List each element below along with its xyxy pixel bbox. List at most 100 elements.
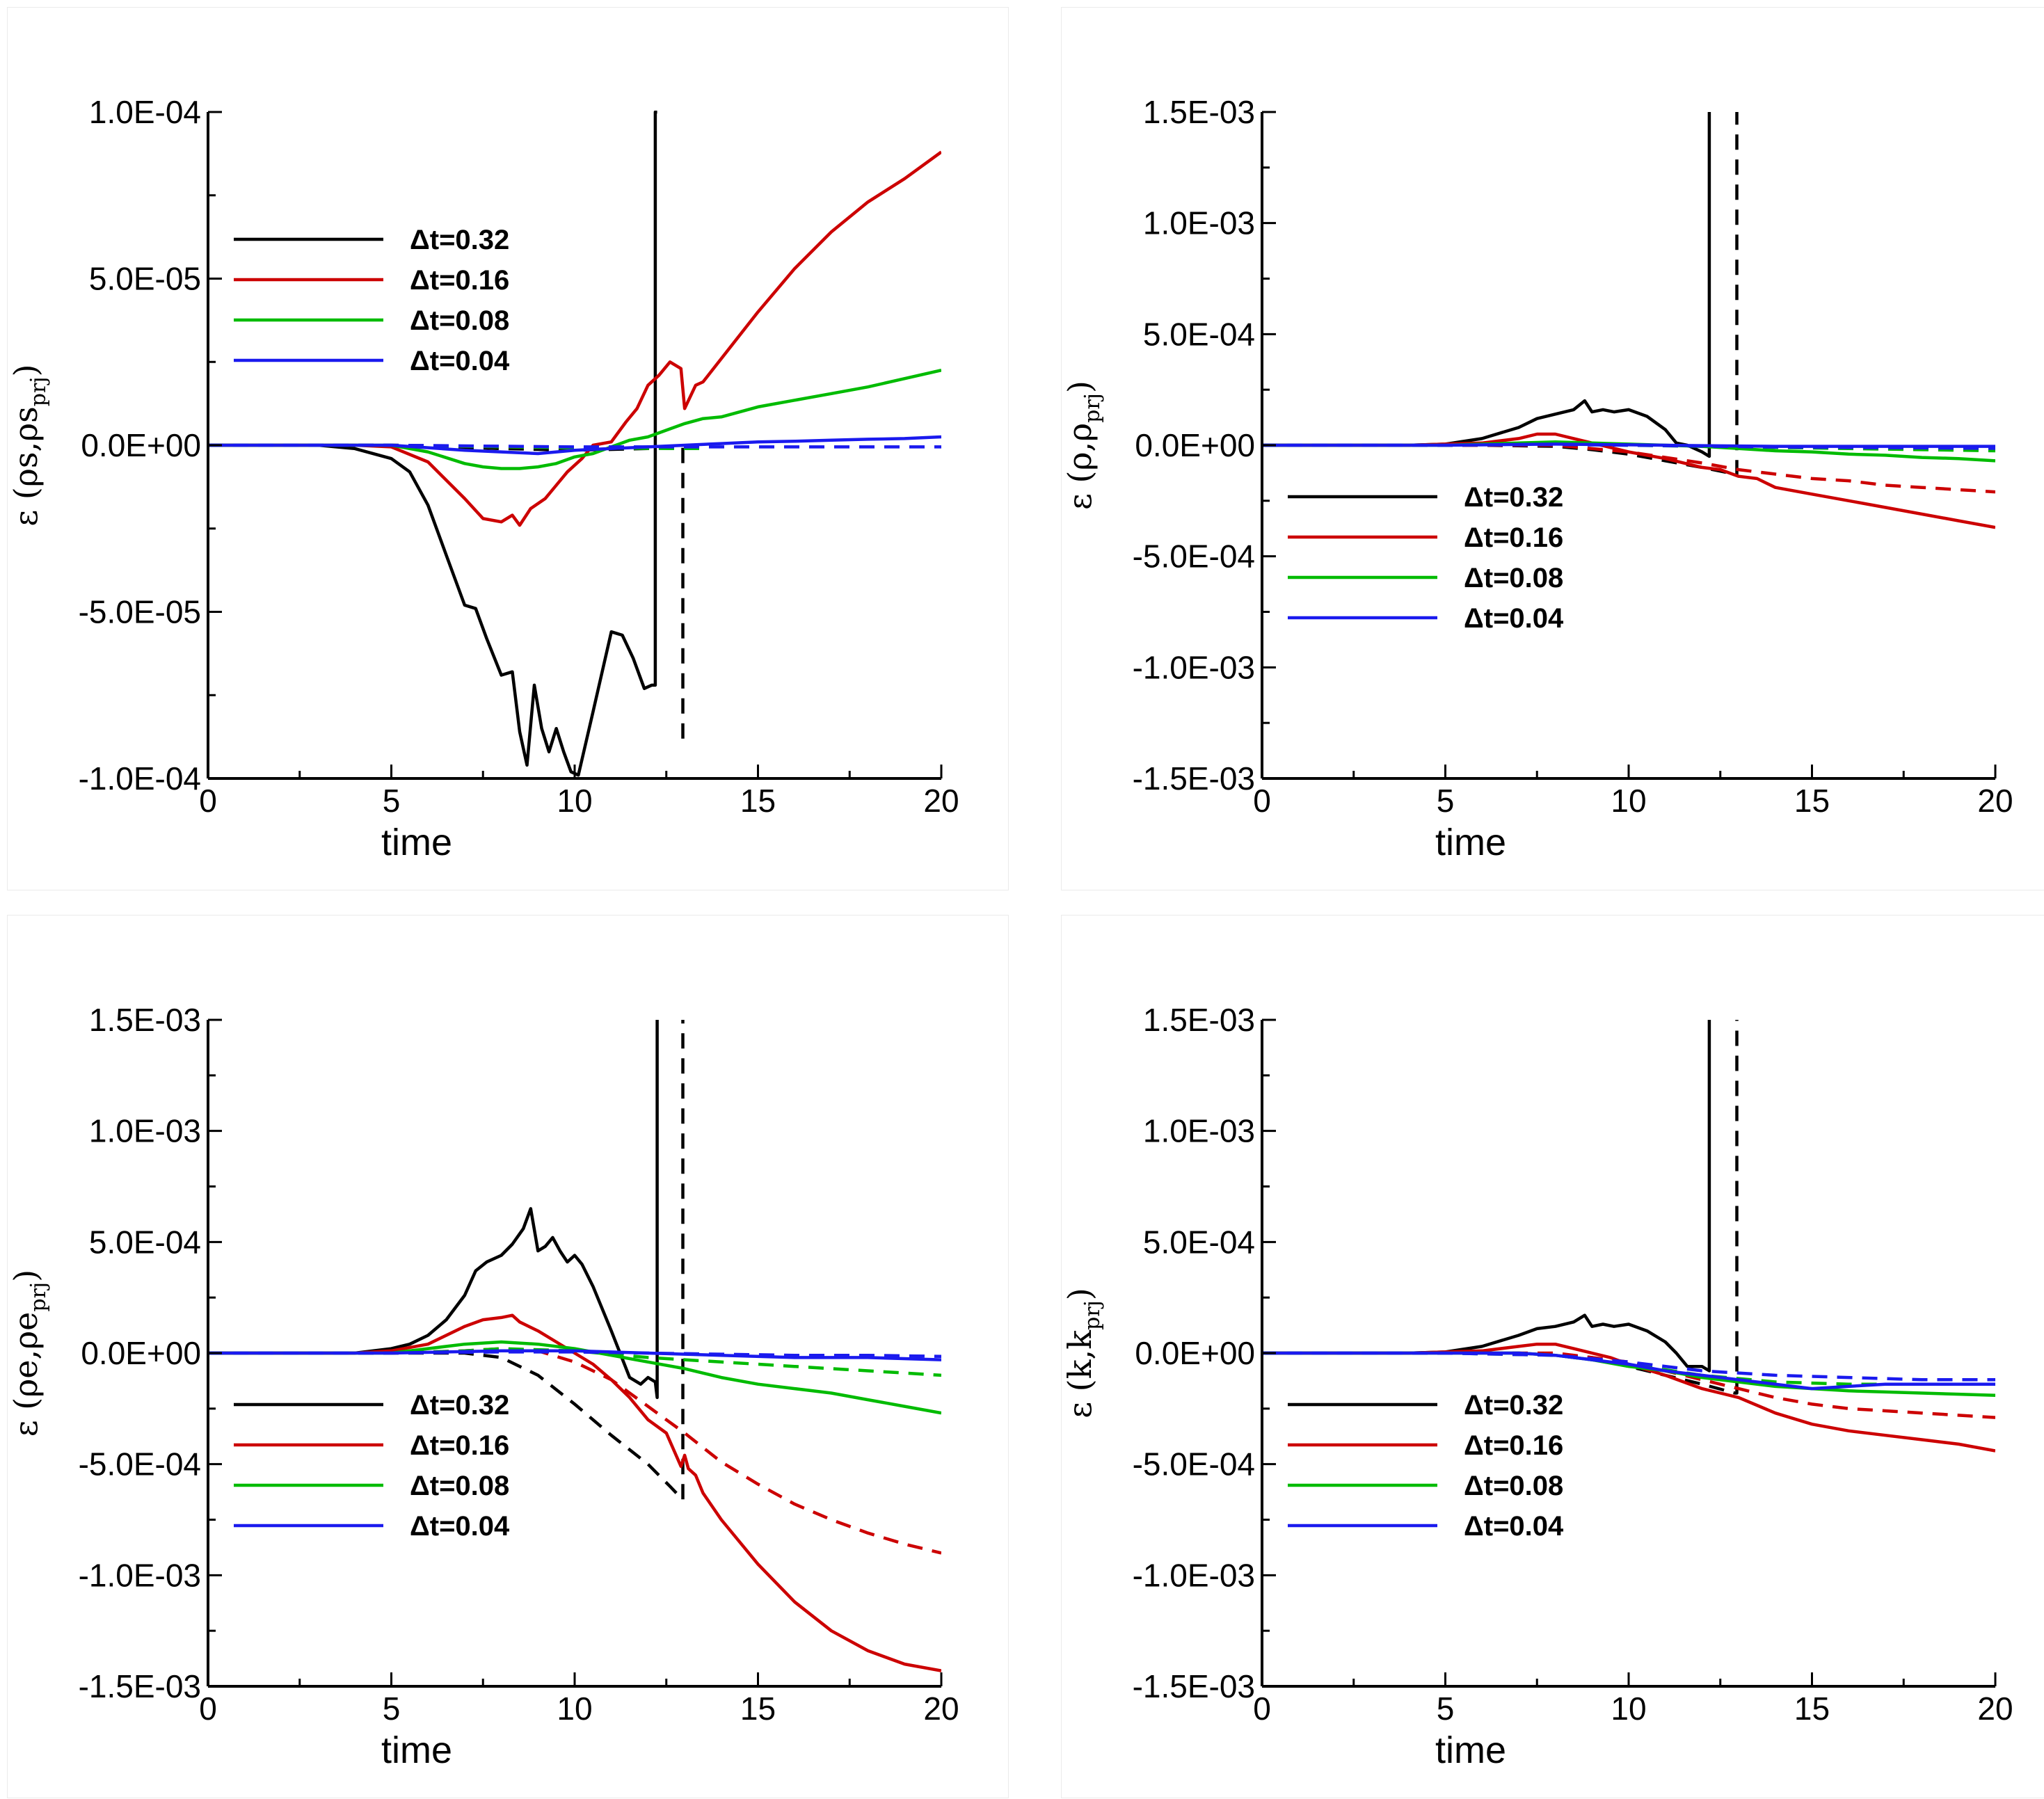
- y-tick-label: -5.0E-04: [79, 1446, 201, 1482]
- y-tick-label: 5.0E-05: [89, 261, 201, 297]
- series-line-3: [208, 1347, 941, 1555]
- series-line-0: [1262, 112, 1711, 458]
- chart-svg-rhos: 0 5 10 15 20 -1.0E-04 -5.0E-05 0.0E+00 5.0E-05 1.…: [7, 94, 959, 863]
- series-line-2: [208, 1313, 941, 1672]
- series-line-7: [208, 1350, 941, 1359]
- series-line-1: [1262, 1020, 1739, 1395]
- x-tick-label: 20: [1977, 783, 2013, 819]
- x-tick-label: 5: [1437, 783, 1455, 819]
- legend: Δt=0.32 Δt=0.16 Δt=0.08 Δt=0.04: [1288, 1390, 1564, 1542]
- y-tick-label: 5.0E-04: [1143, 1224, 1255, 1260]
- y-tick-label: 1.0E-04: [89, 94, 201, 130]
- series-line-3: [1262, 443, 1995, 494]
- legend-label: Δt=0.04: [1464, 1511, 1564, 1542]
- legend-label: Δt=0.32: [410, 225, 509, 255]
- y-axis-title: ε (ρe,ρeprj): [7, 1270, 51, 1437]
- series-line-4: [1262, 1351, 1995, 1397]
- x-tick-label: 5: [383, 783, 401, 819]
- legend-label: Δt=0.16: [1464, 522, 1563, 553]
- series-line-1: [208, 443, 685, 744]
- legend-label: Δt=0.08: [410, 1471, 509, 1501]
- x-tick-label: 5: [1437, 1690, 1455, 1727]
- legend-label: Δt=0.16: [1464, 1430, 1563, 1461]
- legend: Δt=0.32 Δt=0.16 Δt=0.08 Δt=0.04: [234, 225, 510, 376]
- series-line-0: [1262, 1020, 1711, 1373]
- series-line-2: [1262, 432, 1995, 529]
- x-tick-label: 15: [1794, 1690, 1830, 1727]
- y-tick-label: 0.0E+00: [81, 427, 201, 463]
- plot-area: [1262, 1020, 1995, 1453]
- y-tick-label: 5.0E-04: [89, 1224, 201, 1260]
- series-line-7: [1262, 1351, 1995, 1382]
- x-tick-label: 5: [383, 1690, 401, 1727]
- y-tick-label: 1.5E-03: [1143, 1002, 1255, 1038]
- legend-label: Δt=0.08: [410, 305, 509, 336]
- series-line-2: [208, 150, 941, 527]
- x-tick-label: 10: [557, 783, 592, 819]
- y-tick-label: 1.5E-03: [1143, 94, 1255, 130]
- x-axis-title: time: [1435, 822, 1506, 863]
- chart-svg-rhoe: 0 5 10 15 20 -1.5E-03 -1.0E-03 -5.0E-04 0.0E+00 5…: [7, 1002, 959, 1771]
- chart-panel-rhoe: 0 5 10 15 20 -1.5E-03 -1.0E-03 -5.0E-04 0.0E+00 5…: [7, 915, 1009, 1798]
- y-tick-label: -1.0E-03: [79, 1557, 201, 1593]
- series-line-1: [1262, 112, 1739, 476]
- y-tick-label: -1.0E-03: [1133, 649, 1255, 685]
- x-tick-label: 0: [1253, 783, 1271, 819]
- x-tick-label: 0: [199, 1690, 217, 1727]
- legend: Δt=0.32 Δt=0.16 Δt=0.08 Δt=0.04: [1288, 482, 1564, 634]
- y-tick-label: -1.0E-04: [79, 760, 201, 797]
- x-tick-label: 10: [1611, 783, 1646, 819]
- legend-label: Δt=0.32: [1464, 1390, 1563, 1421]
- x-tick-label: 10: [1611, 1690, 1646, 1727]
- x-axis-title: time: [381, 1729, 452, 1771]
- y-tick-label: -1.0E-03: [1133, 1557, 1255, 1593]
- legend: Δt=0.32 Δt=0.16 Δt=0.08 Δt=0.04: [234, 1390, 510, 1542]
- series-line-0: [208, 1020, 659, 1400]
- y-axis-title: ε (ρs,ρsprj): [7, 364, 51, 526]
- chart-panel-k: 0 5 10 15 20 -1.5E-03 -1.0E-03 -5.0E-04 0.0E+00 5…: [1061, 915, 2044, 1798]
- y-tick-label: -5.0E-05: [79, 594, 201, 630]
- series-line-4: [208, 1340, 941, 1415]
- y-tick-label: -5.0E-04: [1133, 538, 1255, 575]
- y-tick-label: 1.0E-03: [1143, 1113, 1255, 1149]
- x-tick-label: 15: [740, 783, 776, 819]
- x-tick-label: 15: [740, 1690, 776, 1727]
- series-line-3: [1262, 1351, 1995, 1419]
- chart-svg-k: 0 5 10 15 20 -1.5E-03 -1.0E-03 -5.0E-04 0.0E+00 5…: [1061, 1002, 2013, 1771]
- legend-label: Δt=0.08: [1464, 1471, 1563, 1501]
- legend-label: Δt=0.08: [1464, 563, 1563, 593]
- y-tick-label: 0.0E+00: [1135, 427, 1255, 463]
- y-tick-label: 0.0E+00: [81, 1335, 201, 1371]
- y-tick-label: 1.5E-03: [89, 1002, 201, 1038]
- y-tick-label: 0.0E+00: [1135, 1335, 1255, 1371]
- series-line-7: [208, 443, 941, 449]
- x-tick-label: 20: [1977, 1690, 2013, 1727]
- series-line-0: [208, 111, 657, 777]
- x-tick-label: 0: [1253, 1690, 1271, 1727]
- legend-label: Δt=0.04: [410, 346, 510, 376]
- x-tick-label: 20: [923, 783, 959, 819]
- chart-panel-rhos: 0 5 10 15 20 -1.0E-04 -5.0E-05 0.0E+00 5.0E-05 1.…: [7, 7, 1009, 890]
- y-tick-label: -1.5E-03: [1133, 1668, 1255, 1704]
- y-tick-label: 5.0E-04: [1143, 316, 1255, 352]
- legend-label: Δt=0.16: [410, 265, 509, 296]
- legend-label: Δt=0.32: [410, 1390, 509, 1421]
- y-tick-label: 1.0E-03: [1143, 205, 1255, 241]
- series-line-4: [208, 369, 941, 470]
- x-tick-label: 15: [1794, 783, 1830, 819]
- plot-area: [208, 111, 941, 777]
- legend-label: Δt=0.04: [1464, 603, 1564, 634]
- chart-panel-rho: 0 5 10 15 20 -1.5E-03 -1.0E-03 -5.0E-04 0.0E+00 5…: [1061, 7, 2044, 890]
- plot-area: [1262, 112, 1995, 529]
- series-line-1: [208, 1020, 685, 1502]
- x-axis-title: time: [381, 822, 452, 863]
- y-tick-label: -5.0E-04: [1133, 1446, 1255, 1482]
- series-line-5: [208, 443, 700, 451]
- y-tick-label: -1.5E-03: [79, 1668, 201, 1704]
- chart-svg-rho: 0 5 10 15 20 -1.5E-03 -1.0E-03 -5.0E-04 0.0E+00 5…: [1061, 94, 2013, 863]
- series-line-2: [1262, 1342, 1995, 1453]
- legend-label: Δt=0.32: [1464, 482, 1563, 513]
- legend-label: Δt=0.16: [410, 1430, 509, 1461]
- x-tick-label: 0: [199, 783, 217, 819]
- series-line-7: [1262, 442, 1995, 450]
